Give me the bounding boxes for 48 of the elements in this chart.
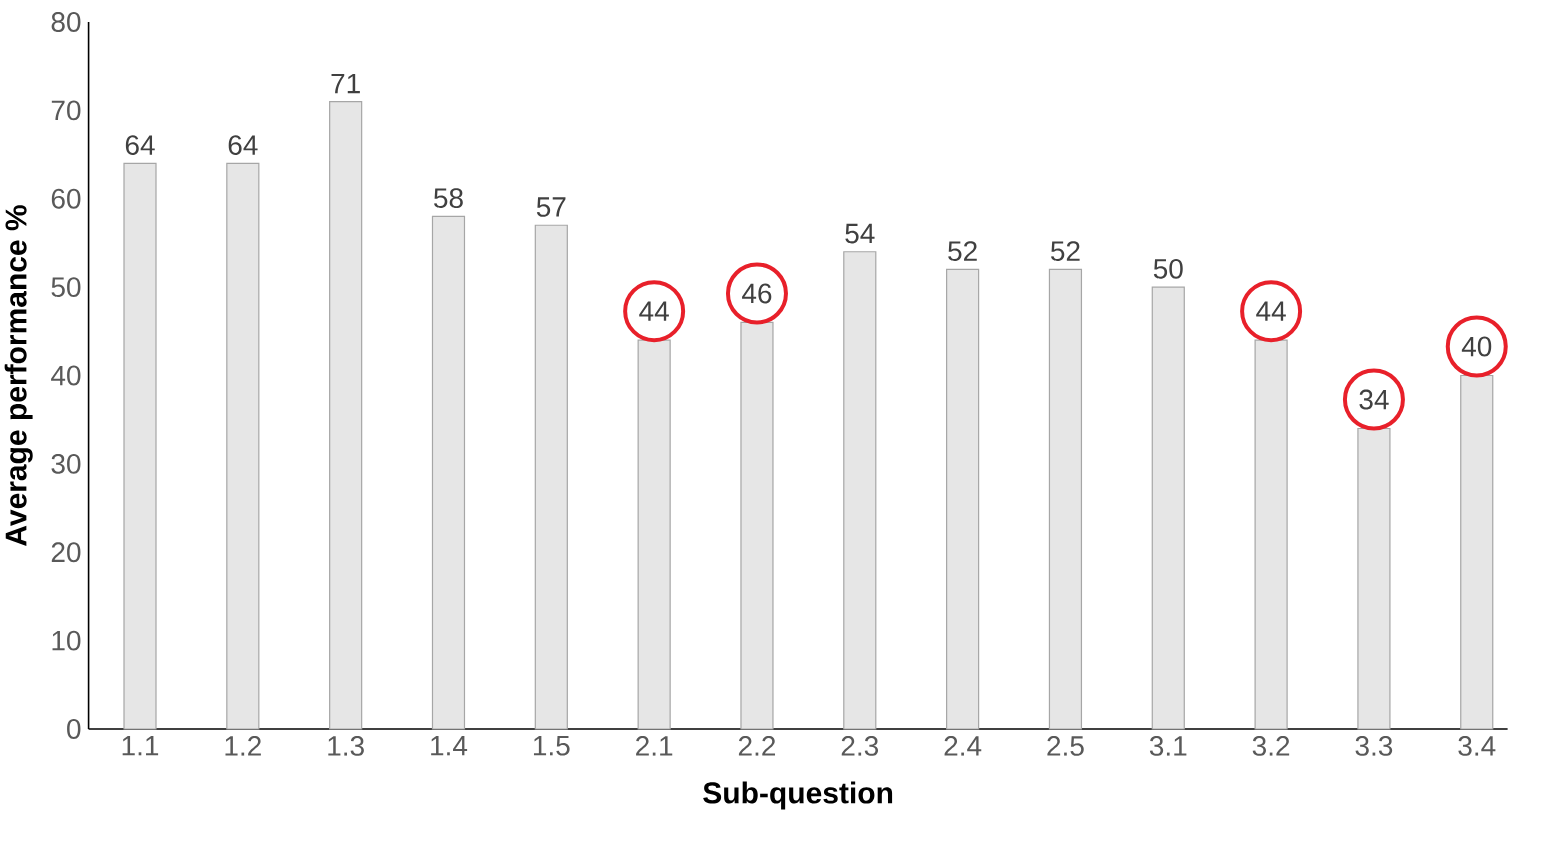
y-tick-label: 20 [51,542,81,563]
x-tick-label: 2.5 [1047,736,1084,756]
bar [226,162,260,730]
annotation: 40 [1461,336,1492,357]
annotation: 34 [1359,389,1389,410]
bar [431,215,466,730]
annotation: 44 [639,301,669,321]
x-tick-label: 3.1 [1149,736,1187,756]
y-tick-label: 80 [51,12,81,32]
data-label: 71 [331,73,360,94]
x-axis-title: Sub-question [703,781,893,810]
x-tick-label: 1.5 [533,736,570,756]
bar [946,268,980,730]
y-tick-label: 70 [51,100,81,121]
annotation: 46 [742,283,772,304]
x-tick-label: 1.4 [431,736,468,756]
bar [329,100,363,730]
x-tick-label: 1.3 [328,736,364,756]
y-tick-label: 50 [51,277,81,298]
data-label: 58 [434,188,463,209]
bar [1151,286,1185,730]
data-label: 52 [948,241,977,262]
x-tick-label: 2.1 [636,736,673,756]
bar [843,251,877,730]
x-tick-label: 2.2 [738,736,776,756]
data-label: 64 [125,135,155,156]
data-label: 54 [845,223,875,244]
y-axis-title: Average performance % [4,205,33,546]
y-tick-label: 60 [51,188,81,209]
data-label: 50 [1153,258,1183,279]
x-tick-label: 1.1 [122,736,159,756]
x-tick-label: 2.3 [841,736,879,756]
x-tick-label: 3.4 [1458,736,1496,756]
data-label: 64 [228,135,258,156]
bar [123,162,157,730]
bar [1048,268,1083,730]
data-label: 57 [536,197,566,217]
y-tick-label: 0 [67,719,81,739]
data-label: 52 [1051,241,1080,262]
y-tick-label: 40 [51,365,81,386]
x-tick-label: 3.3 [1355,736,1393,756]
x-tick-label: 2.4 [944,736,982,756]
x-tick-label: 3.2 [1252,736,1290,756]
x-tick-label: 1.2 [225,736,261,756]
y-tick-label: 30 [51,453,81,474]
annotation: 44 [1256,301,1286,321]
y-tick-label: 10 [52,630,81,651]
bar [534,224,568,730]
